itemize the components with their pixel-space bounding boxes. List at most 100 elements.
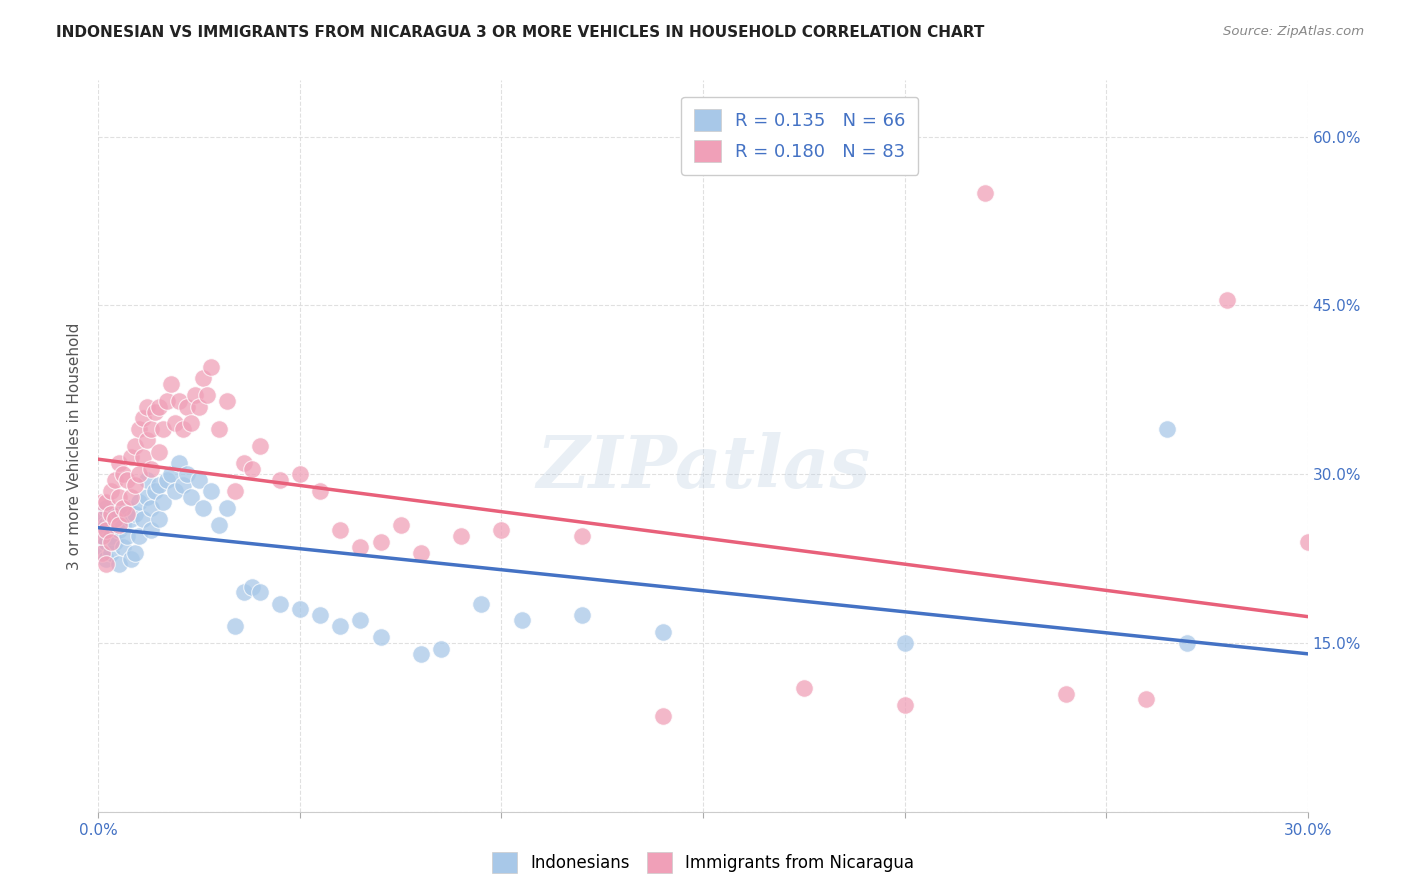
Point [91, 529, 114, 543]
Point [249, 439, 271, 453]
Point [193, 371, 215, 385]
Point [370, 630, 392, 644]
Point [217, 500, 239, 515]
Legend: R = 0.135   N = 66, R = 0.180   N = 83: R = 0.135 N = 66, R = 0.180 N = 83 [681, 96, 918, 175]
Point [167, 394, 190, 409]
Point [240, 461, 263, 475]
Point [172, 478, 194, 492]
Point [195, 388, 218, 402]
Point [128, 422, 150, 436]
Point [103, 534, 125, 549]
Point [208, 422, 231, 436]
Point [152, 422, 174, 436]
Y-axis label: 3 or more Vehicles in Household: 3 or more Vehicles in Household [67, 322, 83, 570]
Point [91, 507, 114, 521]
Point [409, 546, 432, 560]
Point [288, 467, 311, 482]
Text: ZIPatlas: ZIPatlas [536, 433, 870, 503]
Point [120, 551, 142, 566]
Point [91, 495, 114, 509]
Point [200, 360, 222, 375]
Point [1054, 687, 1077, 701]
Point [96, 551, 118, 566]
Point [160, 377, 183, 392]
Point [91, 517, 114, 532]
Point [188, 400, 211, 414]
Point [329, 524, 352, 538]
Point [100, 534, 122, 549]
Point [389, 517, 412, 532]
Point [184, 388, 207, 402]
Point [107, 517, 129, 532]
Point [651, 624, 673, 639]
Point [217, 394, 239, 409]
Point [132, 410, 155, 425]
Point [103, 507, 125, 521]
Point [188, 473, 211, 487]
Point [96, 495, 118, 509]
Point [163, 417, 186, 431]
Point [200, 483, 222, 498]
Point [91, 541, 114, 555]
Point [115, 500, 138, 515]
Legend: Indonesians, Immigrants from Nicaragua: Indonesians, Immigrants from Nicaragua [485, 846, 921, 880]
Point [107, 490, 129, 504]
Point [1156, 422, 1178, 436]
Point [793, 681, 815, 695]
Point [470, 597, 492, 611]
Point [167, 456, 190, 470]
Point [128, 467, 150, 482]
Point [893, 636, 915, 650]
Point [143, 483, 166, 498]
Point [100, 483, 122, 498]
Point [249, 585, 271, 599]
Point [491, 524, 513, 538]
Point [148, 444, 170, 458]
Point [115, 473, 138, 487]
Point [152, 495, 174, 509]
Point [143, 405, 166, 419]
Point [115, 529, 138, 543]
Point [107, 557, 129, 571]
Point [124, 507, 146, 521]
Point [571, 529, 593, 543]
Point [139, 524, 162, 538]
Point [111, 517, 134, 532]
Point [1296, 534, 1319, 549]
Point [124, 478, 146, 492]
Point [91, 529, 114, 543]
Point [111, 500, 134, 515]
Point [240, 580, 263, 594]
Point [124, 546, 146, 560]
Point [269, 597, 291, 611]
Point [224, 619, 246, 633]
Point [309, 607, 332, 622]
Point [163, 483, 186, 498]
Point [96, 524, 118, 538]
Point [135, 473, 157, 487]
Text: INDONESIAN VS IMMIGRANTS FROM NICARAGUA 3 OR MORE VEHICLES IN HOUSEHOLD CORRELAT: INDONESIAN VS IMMIGRANTS FROM NICARAGUA … [56, 25, 984, 40]
Point [132, 512, 155, 526]
Point [107, 507, 129, 521]
Point [176, 400, 198, 414]
Point [1135, 692, 1157, 706]
Point [176, 467, 198, 482]
Text: Source: ZipAtlas.com: Source: ZipAtlas.com [1223, 25, 1364, 38]
Point [120, 512, 142, 526]
Point [156, 473, 179, 487]
Point [120, 490, 142, 504]
Point [1216, 293, 1239, 307]
Point [148, 400, 170, 414]
Point [135, 400, 157, 414]
Point [132, 450, 155, 465]
Point [128, 495, 150, 509]
Point [232, 456, 254, 470]
Point [180, 490, 202, 504]
Point [148, 478, 170, 492]
Point [96, 517, 118, 532]
Point [135, 434, 157, 448]
Point [115, 507, 138, 521]
Point [100, 546, 122, 560]
Point [1376, 687, 1399, 701]
Point [349, 614, 371, 628]
